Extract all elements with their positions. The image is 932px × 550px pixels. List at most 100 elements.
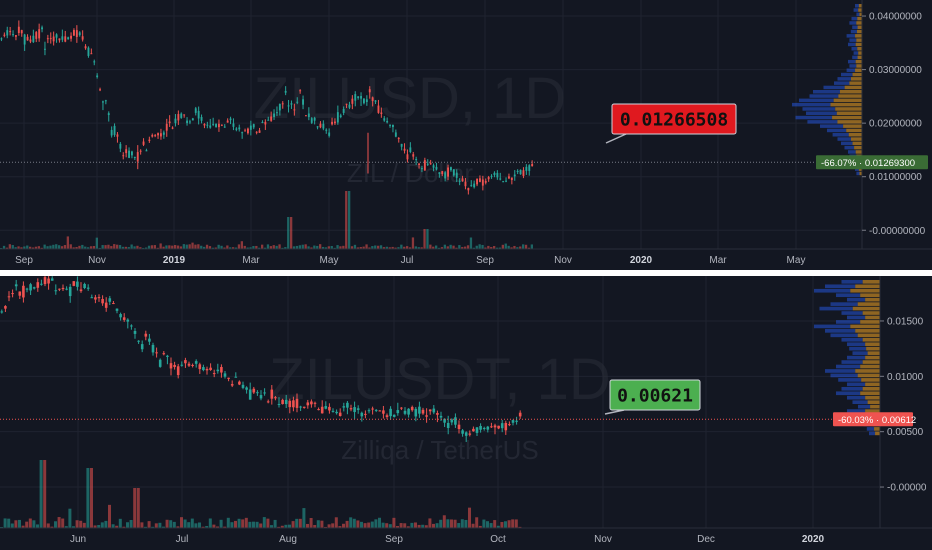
- volume-bar: [368, 247, 371, 249]
- candle-body: [61, 287, 65, 290]
- candle-body: [203, 123, 206, 126]
- volume-bar: [121, 246, 125, 249]
- candle-body: [354, 94, 357, 101]
- candle-body: [406, 154, 409, 160]
- x-tick-label: Oct: [490, 534, 506, 545]
- volume-bar: [495, 247, 499, 249]
- candle: [274, 395, 277, 401]
- candle-body: [202, 367, 205, 371]
- candle: [461, 428, 464, 437]
- candle-body: [432, 165, 435, 168]
- candle: [160, 128, 162, 140]
- candle: [70, 32, 72, 42]
- volume-profile-row-up: [841, 280, 863, 284]
- candle-body: [255, 131, 258, 133]
- volume-profile-row-up: [848, 150, 856, 154]
- chart-panel-bottom[interactable]: ZILUSDT, 1D Zilliqa / TetherUS 0.01500 0.01…: [0, 276, 932, 550]
- candle-body: [29, 39, 32, 42]
- volume-bar: [127, 247, 130, 249]
- candle: [84, 44, 87, 50]
- candle-body: [189, 121, 191, 123]
- candle: [241, 381, 245, 390]
- volume-bar: [232, 247, 235, 249]
- candle: [191, 117, 194, 121]
- candle-body: [493, 172, 496, 175]
- candle-body: [191, 364, 194, 366]
- candle-body: [307, 113, 310, 118]
- candle-body: [305, 115, 307, 117]
- volume-bar: [359, 247, 362, 249]
- volume-bar: [162, 246, 165, 249]
- candle-body: [184, 360, 187, 364]
- candle: [418, 401, 421, 418]
- candle: [322, 120, 325, 131]
- candle: [158, 358, 162, 368]
- candle-body: [345, 103, 348, 105]
- candle: [284, 86, 287, 96]
- candle: [500, 419, 504, 433]
- candle: [518, 410, 522, 419]
- volume-bar: [487, 245, 490, 249]
- candle: [93, 59, 96, 66]
- volume-bar: [139, 247, 142, 249]
- volume-bar: [481, 244, 484, 249]
- candle-body: [336, 112, 339, 123]
- candle-body: [215, 124, 217, 127]
- candle: [187, 361, 191, 368]
- candle: [29, 282, 32, 295]
- volume-profile-row-down: [850, 77, 862, 81]
- volume-profile-row-down: [860, 391, 880, 396]
- chart-panel-top[interactable]: ZILUSD, 1D ZIL / Dollar 0.04000000 0.030000…: [0, 0, 932, 270]
- volume-bar: [298, 245, 301, 249]
- candle-body: [452, 169, 455, 176]
- volume-bar: [330, 245, 333, 249]
- candle-body: [65, 288, 68, 290]
- candle: [133, 328, 137, 339]
- candle-body: [67, 37, 70, 40]
- volume-bar: [3, 518, 7, 528]
- candle: [174, 114, 177, 127]
- candle: [266, 399, 270, 404]
- candle-body: [482, 427, 486, 429]
- candle-body: [335, 411, 338, 414]
- candle-body: [145, 150, 148, 152]
- candle-body: [360, 412, 364, 417]
- candle: [35, 30, 38, 43]
- candle-body: [263, 392, 266, 394]
- y-tick-label: 0.02000000: [869, 119, 922, 130]
- volume-bar: [200, 245, 203, 249]
- volume-bar: [147, 245, 151, 249]
- candle: [18, 291, 22, 299]
- volume-bar: [154, 523, 158, 528]
- candle-body: [256, 392, 259, 394]
- candle: [58, 38, 61, 43]
- candle: [473, 180, 476, 189]
- candle: [148, 136, 151, 143]
- candle-body: [447, 167, 449, 177]
- volume-bar: [266, 244, 270, 249]
- candle: [180, 361, 184, 367]
- candle: [87, 46, 90, 58]
- candle: [202, 364, 205, 372]
- volume-bar: [244, 517, 248, 528]
- zilusdt-chart[interactable]: ZILUSDT, 1D Zilliqa / TetherUS 0.01500 0.01…: [0, 276, 932, 550]
- last-price-badge-text: -66.07% · 0.01269300: [821, 158, 915, 169]
- candle-body: [374, 409, 378, 411]
- volume-profile-row-down: [857, 55, 862, 60]
- candle-body: [241, 384, 245, 388]
- volume-profile-row-up: [853, 51, 859, 55]
- volume-bar: [377, 245, 380, 249]
- volume-bar: [229, 247, 232, 249]
- candle: [189, 119, 191, 125]
- candle: [154, 134, 157, 138]
- candle-body: [194, 108, 197, 113]
- candle-body: [206, 124, 209, 126]
- candle: [496, 170, 499, 180]
- candle-body: [230, 384, 234, 386]
- candle: [263, 388, 266, 396]
- volume-profile-row-down: [856, 21, 862, 25]
- candle-body: [325, 129, 328, 131]
- candle: [504, 420, 508, 435]
- volume-bar: [58, 245, 61, 249]
